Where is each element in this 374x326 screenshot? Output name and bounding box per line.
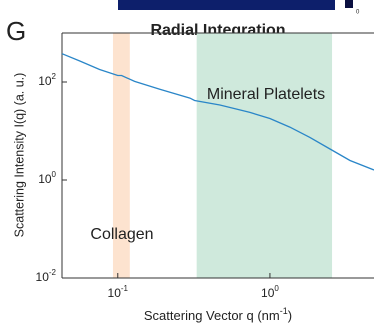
y-tick-base: 10 (36, 270, 50, 284)
x-tick-label: 100 (261, 284, 279, 300)
x-tick-exponent: -1 (121, 284, 129, 293)
y-tick-label: 102 (38, 72, 56, 88)
x-tick-label: 10-1 (108, 284, 129, 300)
y-tick-label: 100 (38, 170, 56, 186)
region-label: Collagen (90, 226, 153, 243)
chart: 0 G Radial Integration Scattering Vector… (0, 0, 374, 326)
y-tick-label: 10-2 (36, 268, 57, 284)
y-tick-exponent: 2 (52, 72, 57, 81)
x-tick-base: 10 (261, 286, 275, 300)
x-axis-label: Scattering Vector q (nm-1) (144, 306, 292, 323)
y-axis-label: Scattering Intensity I(q) (a. u.) (12, 73, 26, 238)
y-tick-base: 10 (38, 74, 52, 88)
panel-label: G (6, 16, 26, 46)
region-label: Mineral Platelets (207, 86, 325, 103)
colorbar-label: 0 (356, 10, 360, 16)
shaded-region (197, 33, 332, 278)
y-tick-exponent: -2 (49, 268, 57, 277)
inset-image-strip (118, 0, 335, 10)
y-tick-exponent: 0 (52, 170, 57, 179)
inset-colorbar (345, 0, 353, 8)
y-tick-base: 10 (38, 172, 52, 186)
x-tick-base: 10 (108, 286, 122, 300)
x-tick-exponent: 0 (274, 284, 279, 293)
